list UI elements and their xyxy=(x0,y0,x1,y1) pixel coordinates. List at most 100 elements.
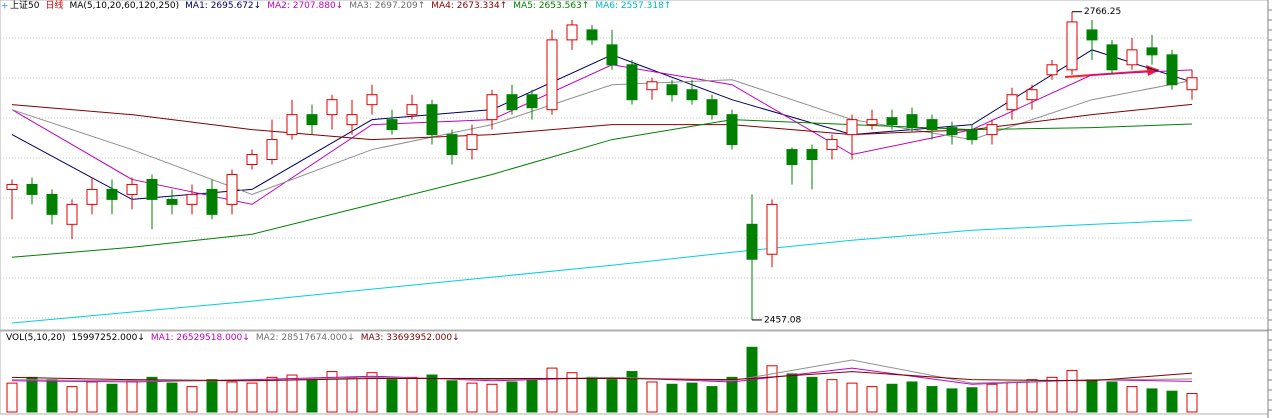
candle-body xyxy=(886,117,898,126)
candle-body xyxy=(1046,64,1058,76)
ma-line xyxy=(11,119,1193,258)
candle-body xyxy=(626,64,638,101)
volume-bar xyxy=(1126,386,1138,413)
ma-line xyxy=(11,64,1193,205)
volume-bar xyxy=(6,382,18,413)
header-item: MA2: 2707.880↓ xyxy=(267,1,344,11)
candle-body xyxy=(246,154,258,166)
volume-bar xyxy=(1066,369,1078,413)
candle-body xyxy=(746,223,758,260)
candle-body xyxy=(666,84,678,96)
volume-bar xyxy=(226,381,238,413)
volume-bar xyxy=(786,373,798,413)
volume-bar xyxy=(546,367,558,413)
candle-body xyxy=(426,104,438,136)
volume-bar xyxy=(1006,381,1018,413)
volume-bar xyxy=(686,382,698,413)
candle-body xyxy=(566,24,578,41)
volume-bar xyxy=(246,382,258,413)
candle-body xyxy=(126,183,138,195)
candle-body xyxy=(686,89,698,101)
candle-body xyxy=(1086,29,1098,41)
volume-bar xyxy=(106,383,118,413)
candle-body xyxy=(846,119,858,136)
candle-body xyxy=(826,139,838,151)
candle-body xyxy=(106,188,118,200)
volume-bar xyxy=(766,365,778,413)
candle-body xyxy=(1106,44,1118,71)
candle-body xyxy=(406,104,418,116)
volume-bar xyxy=(966,387,978,413)
candle-body xyxy=(806,149,818,161)
volume-bar xyxy=(606,379,618,413)
candle-body xyxy=(1146,47,1158,56)
candle-body xyxy=(46,193,58,215)
volume-bar xyxy=(506,381,518,413)
candle-body xyxy=(546,39,558,111)
volume-bar xyxy=(366,372,378,413)
volume-bar xyxy=(406,376,418,413)
volume-bar xyxy=(646,381,658,413)
volume-header: VOL(5,10,20) 15997252.000↓ MA1: 26529518.0… xyxy=(6,332,460,344)
volume-bar xyxy=(286,374,298,413)
header-item: VOL(5,10,20) xyxy=(6,333,66,343)
candle-body xyxy=(786,149,798,166)
main-panel xyxy=(0,0,1269,331)
volume-bar xyxy=(706,386,718,413)
volume-bar xyxy=(866,386,878,413)
volume-bar xyxy=(86,381,98,413)
volume-bar xyxy=(666,383,678,413)
volume-bar xyxy=(586,376,598,413)
candle-body xyxy=(926,119,938,131)
candle-body xyxy=(1066,21,1078,71)
volume-bar xyxy=(386,379,398,413)
volume-bar xyxy=(206,379,218,413)
candle-body xyxy=(26,183,38,195)
candle-body xyxy=(1006,94,1018,111)
candle-body xyxy=(966,129,978,141)
candle-body xyxy=(386,119,398,131)
candle-body xyxy=(186,193,198,205)
volume-bar xyxy=(986,383,998,413)
candle-body xyxy=(706,99,718,116)
candle-body xyxy=(346,114,358,126)
candle-body xyxy=(326,99,338,116)
header-item: MA(5,10,20,60,120,250) xyxy=(69,1,180,11)
header-item: 15997252.000↓ xyxy=(71,333,145,343)
volume-bar xyxy=(726,376,738,413)
volume-bar xyxy=(826,379,838,413)
header-item: 上证50 xyxy=(10,1,40,11)
header-item: MA3: 33693952.000↓ xyxy=(360,333,460,343)
candle-body xyxy=(446,134,458,156)
header-item: MA1: 26529518.000↓ xyxy=(150,333,250,343)
candle-body xyxy=(606,44,618,66)
candle-body xyxy=(1126,49,1138,66)
volume-bar xyxy=(566,372,578,413)
volume-bar xyxy=(26,376,38,413)
candle-body xyxy=(146,178,158,200)
candle-body xyxy=(866,119,878,126)
candle-body xyxy=(726,114,738,146)
volume-bar xyxy=(466,382,478,413)
price-header: 上证50 日线 MA(5,10,20,60,120,250) MA1: 2695.67… xyxy=(10,0,671,12)
volume-bar xyxy=(66,386,78,413)
volume-bar xyxy=(346,376,358,413)
volume-bar xyxy=(526,379,538,413)
candle-body xyxy=(226,173,238,205)
candle-body xyxy=(906,114,918,129)
candle-body xyxy=(646,81,658,91)
volume-bar xyxy=(266,376,278,413)
volume-bar xyxy=(626,371,638,413)
header-item: 日线 xyxy=(45,1,64,11)
volume-bar xyxy=(926,386,938,413)
volume-bar xyxy=(1186,393,1198,413)
volume-bar xyxy=(1166,390,1178,413)
header-item: MA4: 2673.334↑ xyxy=(431,1,508,11)
volume-bar xyxy=(1026,379,1038,413)
header-item: MA3: 2697.209↑ xyxy=(349,1,426,11)
icon: + xyxy=(1,2,9,12)
volume-bar xyxy=(426,374,438,413)
header-item: MA1: 2695.672↓ xyxy=(185,1,262,11)
